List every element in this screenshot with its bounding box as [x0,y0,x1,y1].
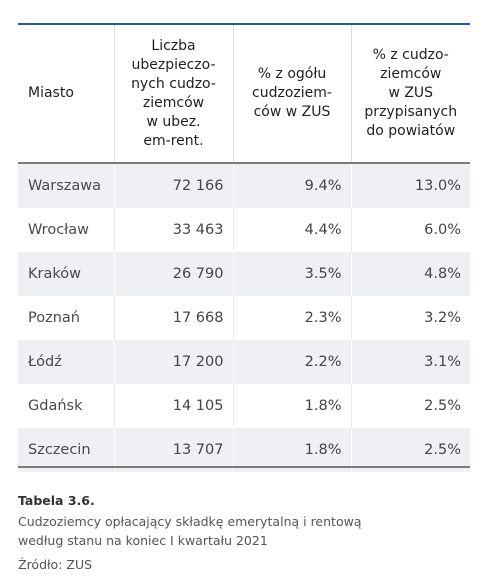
header-share-total: % z ogółu cudzoziem- ców w ZUS [232,25,351,163]
cell-share-total: 4.4% [232,208,351,252]
table-row: Kraków 26 790 3.5% 4.8% [18,252,470,296]
header-line: em-rent. [143,132,204,149]
cell-city: Szczecin [18,428,114,472]
table-top-rule [18,23,470,25]
cell-share-total: 3.5% [232,252,351,296]
cell-city: Gdańsk [18,384,114,428]
cell-insured-count: 17 200 [113,340,233,384]
header-line: nych cudzo- [131,75,216,92]
caption-description: Cudzoziemcy opłacający składkę emerytaln… [18,512,468,550]
header-line: Miasto [28,85,74,101]
table-row: Szczecin 13 707 1.8% 2.5% [18,428,470,472]
cell-city: Wrocław [18,208,114,252]
cell-share-total: 2.3% [232,296,351,340]
header-line: w ZUS [388,85,434,101]
header-line: do powiatów [366,123,456,139]
cell-share-districts: 13.0% [350,163,470,208]
cell-share-districts: 3.1% [350,340,470,384]
header-insured-count: Liczba ubezpieczo- nych cudzo- ziemców w… [113,25,233,163]
cell-share-total: 2.2% [232,340,351,384]
cell-city: Kraków [18,252,114,296]
table-row: Warszawa 72 166 9.4% 13.0% [18,163,470,208]
cell-share-districts: 6.0% [350,208,470,252]
table-row: Wrocław 33 463 4.4% 6.0% [18,208,470,252]
cell-share-districts: 2.5% [350,384,470,428]
table-row: Łódź 17 200 2.2% 3.1% [18,340,470,384]
header-line: % z ogółu [257,66,327,82]
cell-city: Warszawa [18,163,114,208]
table-row: Gdańsk 14 105 1.8% 2.5% [18,384,470,428]
cell-insured-count: 17 668 [113,296,233,340]
table-row: Poznań 17 668 2.3% 3.2% [18,296,470,340]
caption-description-line: Cudzoziemcy opłacający składkę emerytaln… [18,514,362,529]
caption-source: Źródło: ZUS [18,557,93,572]
cell-share-districts: 2.5% [350,428,470,472]
header-line: ziemców [380,66,442,82]
cell-share-districts: 4.8% [350,252,470,296]
caption-description-line: według stanu na koniec I kwartału 2021 [18,533,268,548]
cell-insured-count: 72 166 [113,163,233,208]
header-city: Miasto [18,25,114,163]
cell-insured-count: 26 790 [113,252,233,296]
header-line: % z cudzo- [372,47,449,63]
data-table-container: Miasto Liczba ubezpieczo- nych cudzo- zi… [18,23,470,472]
caption-label: Tabela 3.6. [18,493,95,508]
header-line: cudzoziem- [252,85,332,101]
cell-insured-count: 14 105 [113,384,233,428]
cities-table: Miasto Liczba ubezpieczo- nych cudzo- zi… [18,25,470,472]
header-line: w ubez. [146,113,201,130]
cell-insured-count: 33 463 [113,208,233,252]
table-header-row: Miasto Liczba ubezpieczo- nych cudzo- zi… [18,25,470,163]
cell-share-total: 1.8% [232,428,351,472]
header-line: ziemców [142,94,205,111]
cell-city: Łódź [18,340,114,384]
cell-insured-count: 13 707 [113,428,233,472]
header-line: Liczba [151,37,196,54]
table-caption: Tabela 3.6. Cudzoziemcy opłacający skład… [18,492,468,573]
header-line: ców w ZUS [253,104,331,120]
table-bottom-rule [18,466,470,468]
header-line: ubezpieczo- [131,56,216,73]
header-line: przypisanych [364,104,458,120]
cell-city: Poznań [18,296,114,340]
cell-share-total: 9.4% [232,163,351,208]
header-share-districts: % z cudzo- ziemców w ZUS przypisanych do… [350,25,470,163]
cell-share-districts: 3.2% [350,296,470,340]
cell-share-total: 1.8% [232,384,351,428]
